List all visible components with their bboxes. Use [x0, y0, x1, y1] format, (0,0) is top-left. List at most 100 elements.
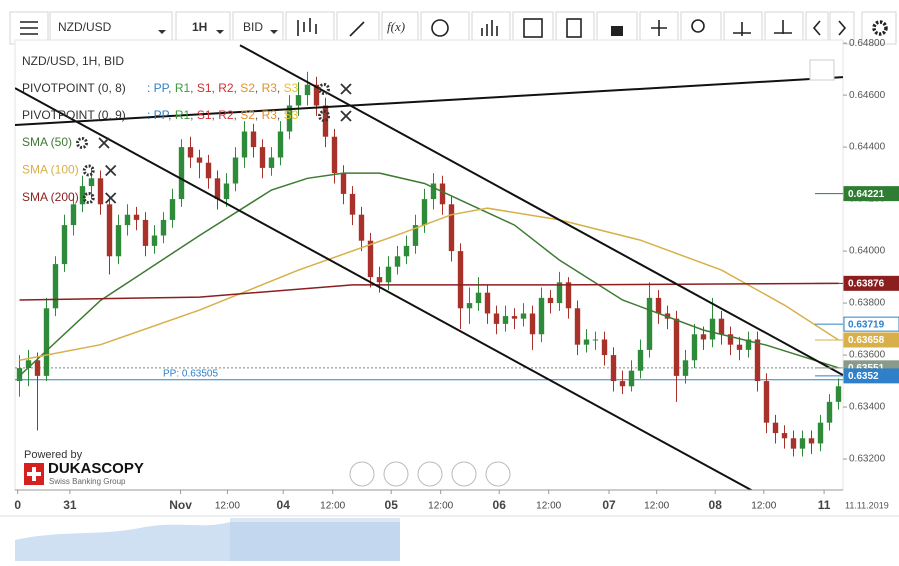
- candle-body: [223, 183, 230, 200]
- period-select[interactable]: [175, 11, 231, 45]
- remove-icon[interactable]: [105, 164, 117, 177]
- candle-body: [727, 334, 734, 345]
- price-label-box: [843, 332, 899, 348]
- x-tick-label: 08: [709, 498, 723, 512]
- candle-body: [511, 316, 518, 319]
- pivot-level: S3: [284, 108, 299, 122]
- menu-icon: [20, 21, 38, 35]
- remove-icon[interactable]: [340, 110, 352, 122]
- dropdown-arrow: [158, 30, 166, 34]
- candle-body: [124, 214, 131, 226]
- candle-body: [34, 360, 41, 376]
- legend-pivot: PIVOTPOINT (0, 8): [22, 81, 126, 95]
- info-button[interactable]: [420, 11, 470, 45]
- pivot-level: S2: [240, 108, 255, 122]
- candle-body: [520, 313, 527, 319]
- zoom-in[interactable]: [451, 461, 477, 487]
- settings-button[interactable]: [861, 11, 897, 45]
- zoom-button[interactable]: [680, 11, 722, 45]
- candle-body: [547, 297, 554, 304]
- candle-body: [241, 131, 248, 158]
- download-icon: [774, 20, 792, 34]
- pivot-level: R2: [218, 81, 234, 95]
- report-button[interactable]: [555, 11, 595, 45]
- upload-icon: [733, 22, 751, 36]
- candle-body: [196, 157, 203, 163]
- candle-body: [574, 308, 581, 345]
- indicator-button[interactable]: [471, 11, 511, 45]
- pivot-level: S1: [197, 81, 212, 95]
- candle-body: [160, 219, 167, 236]
- settings-icon[interactable]: [318, 110, 330, 122]
- brand-name: DUKASCOPY: [48, 460, 144, 477]
- toolbar: NZD/USD 1H BID f(x): [9, 11, 897, 45]
- zoom-out[interactable]: [383, 461, 409, 487]
- candle-body: [250, 131, 257, 148]
- candle-body: [475, 292, 482, 304]
- calendar-icon: [523, 18, 543, 38]
- settings-icon[interactable]: [82, 192, 95, 204]
- date-label: 11.11.2019: [845, 500, 889, 510]
- price-label-box: [843, 368, 899, 384]
- remove-icon[interactable]: [105, 192, 117, 204]
- x-tick-label: 0: [14, 498, 21, 512]
- remove-icon[interactable]: [98, 137, 110, 149]
- pivot-level: ,: [190, 81, 197, 95]
- crosshair-icon: [651, 20, 667, 36]
- candles-icon: [297, 18, 317, 36]
- pivot-level: R3: [262, 108, 278, 122]
- candle-body: [619, 381, 626, 387]
- forward-icon: [838, 20, 847, 36]
- candle-body: [646, 297, 653, 350]
- x-tick-label: 12:00: [644, 501, 669, 512]
- navigator-window[interactable]: [230, 518, 400, 561]
- trendline: [15, 76, 843, 127]
- legend-pivot-levels: : PP, R1, S1, R2, S2, R3, S3: [147, 108, 299, 122]
- legend-pivot: PIVOTPOINT (0, 9): [22, 108, 126, 122]
- price-label: 0.64221: [848, 189, 885, 200]
- settings-icon[interactable]: [82, 164, 95, 177]
- calendar-button[interactable]: [512, 11, 554, 45]
- scroll-right[interactable]: [485, 461, 511, 487]
- y-tick-label: 0.63400: [849, 402, 886, 413]
- candle-body: [565, 282, 572, 309]
- trendline: [239, 44, 843, 376]
- plot: PP: 0.63505: [15, 44, 843, 490]
- pivot-level: ,: [212, 81, 219, 95]
- download-button[interactable]: [764, 11, 804, 45]
- candle-body: [142, 219, 149, 246]
- x-tick-label: 07: [602, 498, 616, 512]
- settings-icon[interactable]: [318, 83, 330, 95]
- pivot-level: R2: [218, 108, 234, 122]
- pivot-level: ,: [255, 108, 262, 122]
- side-select[interactable]: [232, 11, 284, 45]
- candle-body: [295, 95, 302, 106]
- formula-button[interactable]: [381, 11, 419, 45]
- back-button[interactable]: [805, 11, 829, 45]
- y-tick-label: 0.64400: [849, 142, 886, 153]
- price-label-box: [843, 316, 899, 332]
- candle-body: [682, 360, 689, 376]
- candle-body: [556, 282, 563, 304]
- forward-button[interactable]: [829, 11, 855, 45]
- candle-body: [394, 256, 401, 267]
- sma-line: [19, 282, 839, 301]
- zoom-controls: [349, 461, 511, 487]
- settings-icon[interactable]: [76, 137, 89, 149]
- candle-body: [583, 339, 590, 345]
- candle-body: [718, 318, 725, 335]
- candle-body: [286, 105, 293, 132]
- upload-button[interactable]: [723, 11, 763, 45]
- candle-body: [61, 225, 68, 265]
- instrument-select[interactable]: [49, 11, 173, 45]
- remove-icon[interactable]: [340, 83, 352, 95]
- fit[interactable]: [417, 461, 443, 487]
- x-tick-label: 12:00: [215, 501, 240, 512]
- plot-area: [14, 39, 844, 491]
- scroll-left[interactable]: [349, 461, 375, 487]
- y-tick-label: 0.63200: [849, 454, 886, 465]
- maximize-button[interactable]: [809, 59, 835, 81]
- candle-body: [178, 147, 185, 200]
- candle-body: [808, 438, 815, 444]
- candle-body: [466, 303, 473, 309]
